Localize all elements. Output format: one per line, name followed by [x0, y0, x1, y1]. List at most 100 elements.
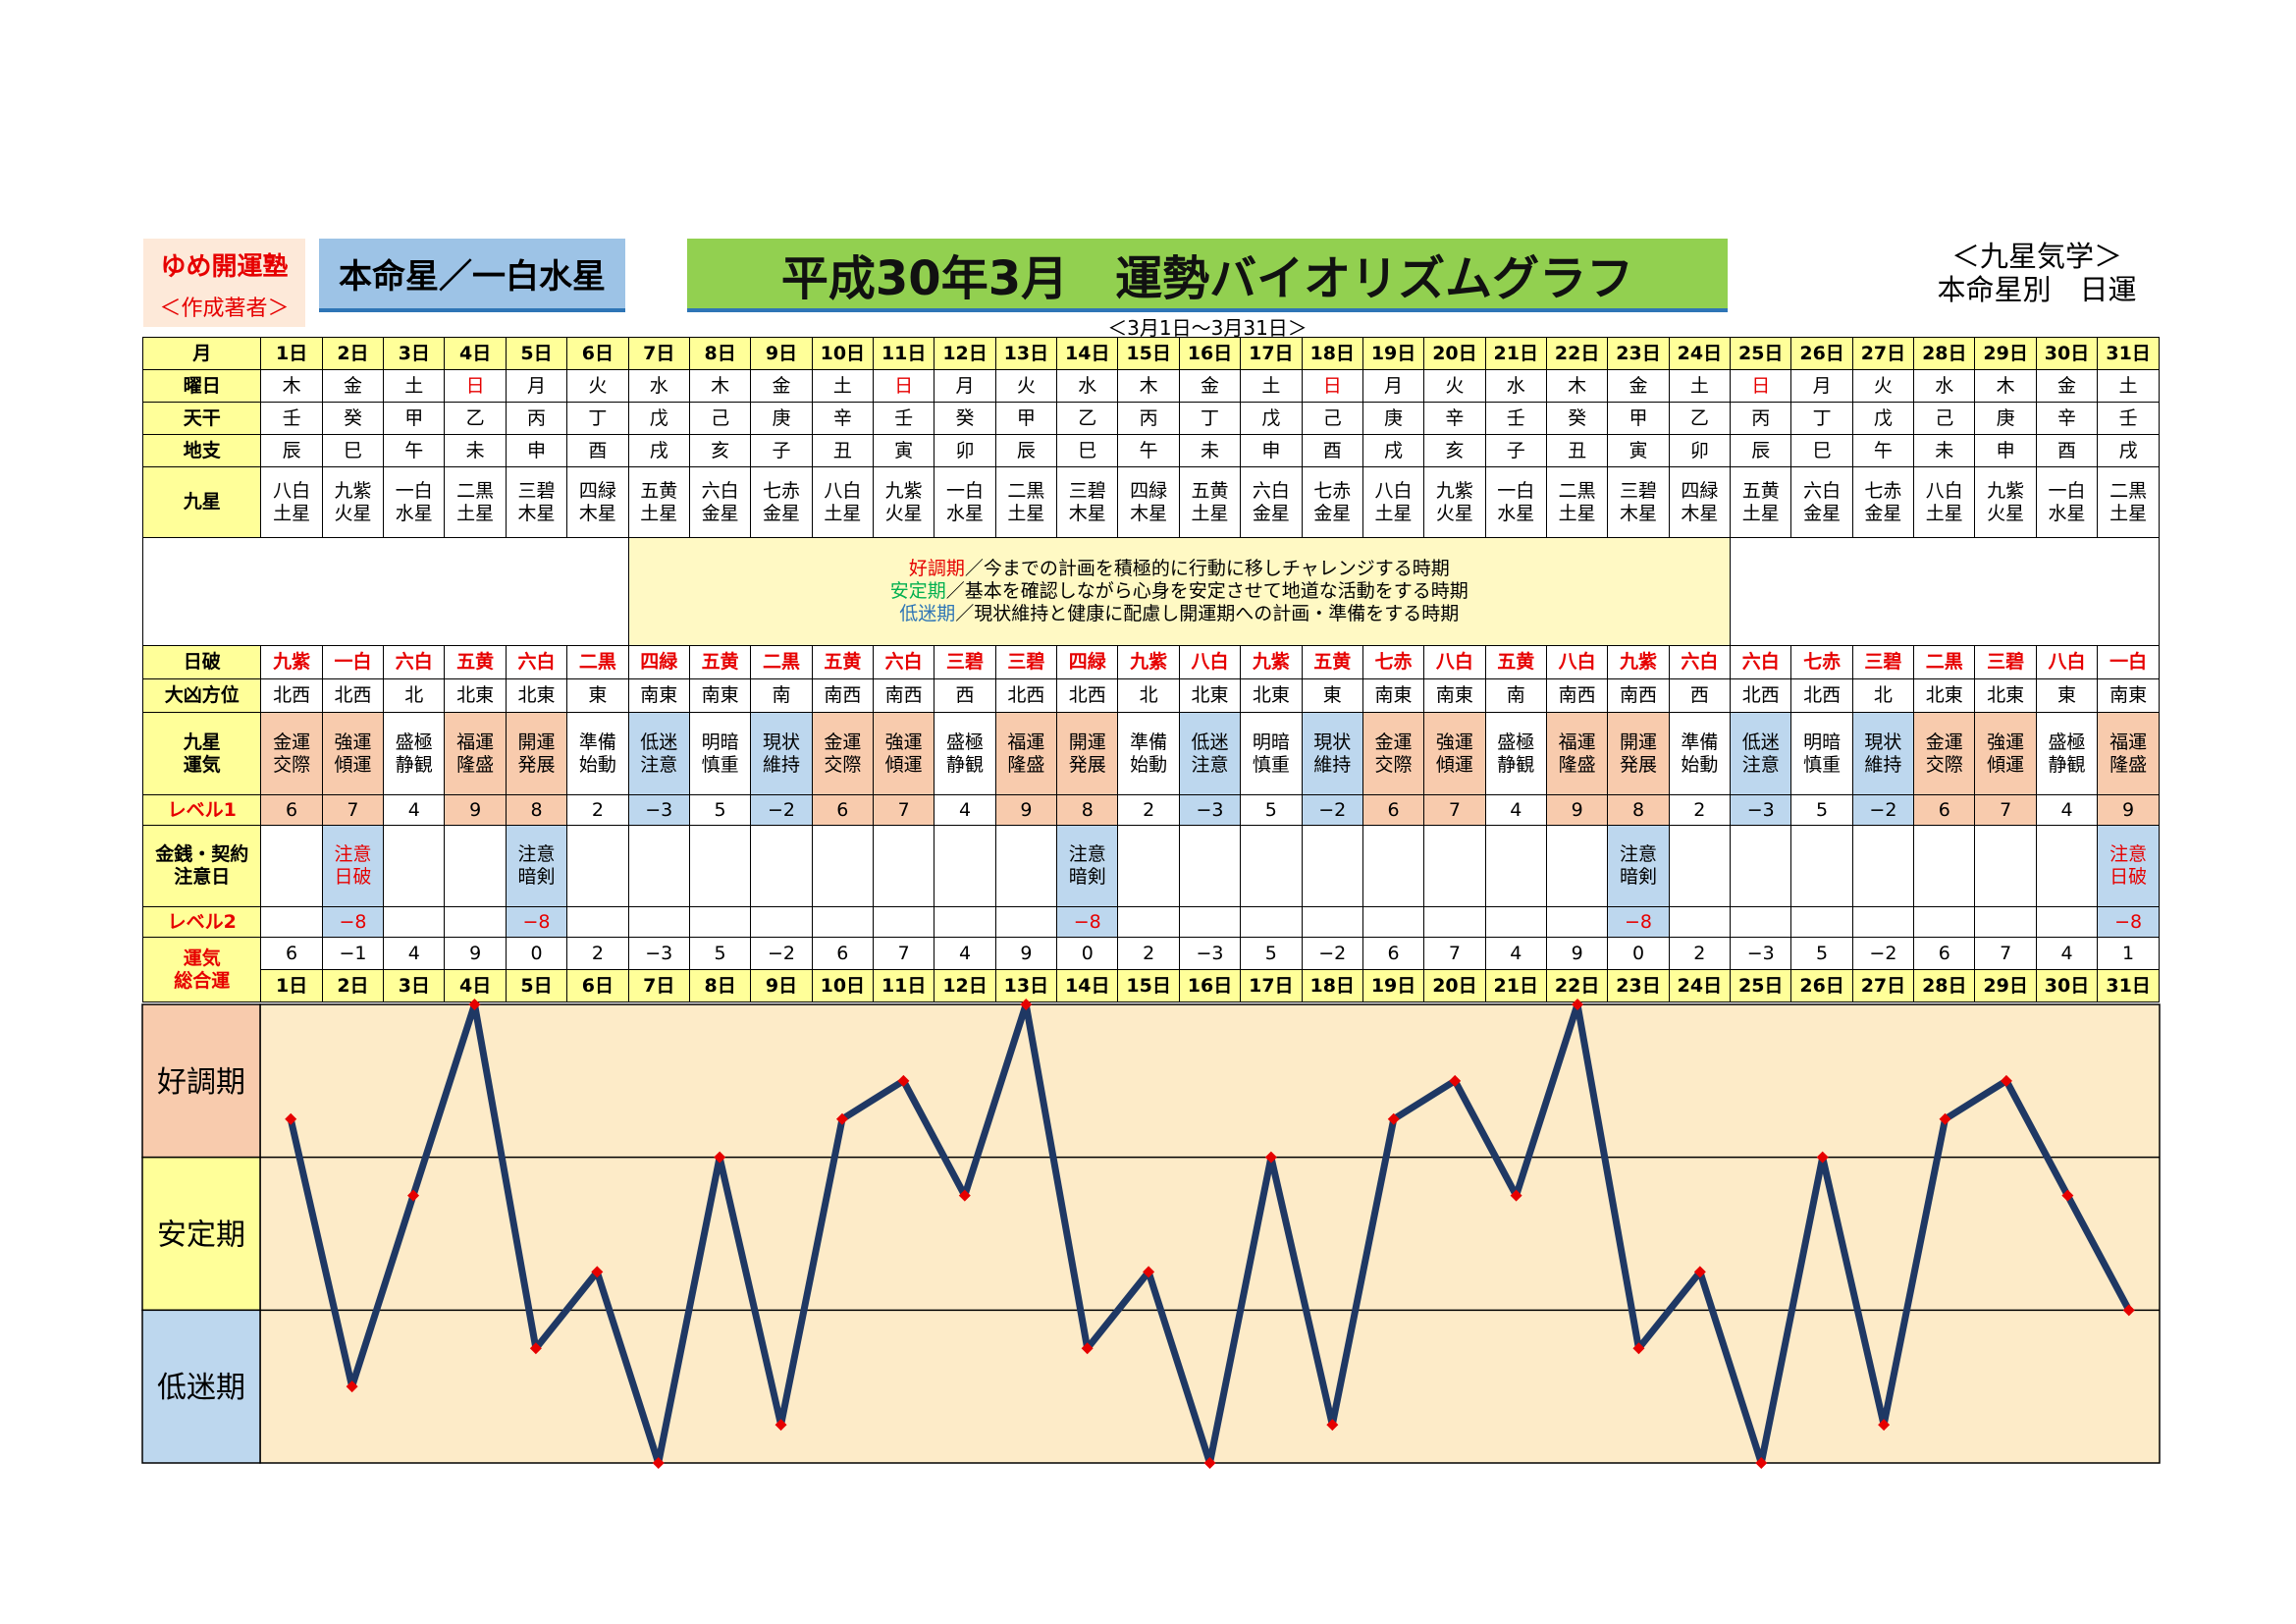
kyusei-cell-line: 五黄 — [640, 479, 678, 502]
day-header: 6日 — [566, 337, 629, 370]
data-point — [1143, 1266, 1155, 1278]
chishi-cell: 辰 — [994, 434, 1058, 467]
label-nippa: 日破 — [141, 645, 262, 679]
kyusei-cell-line: 金星 — [1252, 502, 1290, 524]
kyusei-cell-line: 土星 — [1191, 502, 1229, 524]
kyusei-cell: 八白 土星 — [260, 466, 323, 538]
kyusei-cell: 三碧 木星 — [505, 466, 568, 538]
fortune-table-body: 月 1日 2日 3日 4日 5日 6日 7日 8日 9日 10日 11日 12日 13日 14日 15日 16日… — [141, 337, 2160, 1002]
unki-cell: 盛極 静観 — [383, 712, 446, 795]
total-cell: −2 — [1851, 937, 1915, 970]
unki-cell-line: 隆盛 — [1558, 753, 1596, 776]
kyusei-cell-line: 八白 — [273, 479, 311, 502]
kinsen-cell-line: 暗剣 — [1619, 866, 1657, 888]
kyusei-cell-line: 二黒 — [1007, 479, 1045, 502]
row-days: 月 1日 2日 3日 4日 5日 6日 7日 8日 9日 10日 11日 12日 13日 14日 15日 16日… — [141, 337, 2160, 370]
daikyo-cell: 南西 — [811, 678, 875, 713]
tenkan-cell: 庚 — [1362, 402, 1425, 435]
daikyo-cell: 北西 — [260, 678, 323, 713]
level1-cell: −2 — [750, 794, 813, 826]
unki-cell: 強運 傾運 — [1423, 712, 1486, 795]
kyusei-cell-line: 木星 — [1619, 502, 1657, 524]
daikyo-cell: 南東 — [1362, 678, 1425, 713]
kyusei-cell-line: 水星 — [1497, 502, 1535, 524]
weekday-cell: 月 — [1362, 369, 1425, 403]
level2-cell — [872, 906, 935, 938]
unki-cell-line: 強運 — [1987, 731, 2025, 753]
kyusei-cell-line: 四緑 — [1681, 479, 1719, 502]
total-cell: −2 — [750, 937, 813, 970]
unki-cell: 開運 発展 — [1056, 712, 1119, 795]
chishi-cell: 丑 — [1545, 434, 1609, 467]
total-cell: 6 — [811, 937, 875, 970]
kyusei-cell-line: 金星 — [1313, 502, 1352, 524]
day-header: 8日 — [688, 337, 752, 370]
day-header: 13日 — [994, 337, 1058, 370]
day-footer: 19日 — [1362, 969, 1425, 1002]
nippa-cell: 六白 — [1668, 645, 1732, 679]
kyusei-cell-line: 三碧 — [517, 479, 556, 502]
kyusei-cell-line: 二黒 — [1558, 479, 1596, 502]
unki-cell: 金運 交際 — [1362, 712, 1425, 795]
unki-cell-line: 傾運 — [884, 753, 923, 776]
kyusei-cell-line: 土星 — [1925, 502, 1963, 524]
kinsen-cell-line: 注意 — [1068, 843, 1106, 865]
day-footer: 31日 — [2097, 969, 2160, 1002]
row-kinsen: 金銭・契約 注意日 注意 日破 注意 暗剣 注意 暗剣 注意 暗剣 注意 日破 — [141, 825, 2160, 907]
date-range: ＜3月1日～3月31日＞ — [1107, 316, 1308, 340]
row-kyusei: 九星 八白 土星 九紫 火星 一白 水星 二黒 土星 三碧 木星 四緑 木星 五黄 土星 六白 金星 七赤 金星 八白… — [141, 466, 2160, 538]
total-cell: 7 — [1423, 937, 1486, 970]
legend-box: 好調期／今までの計画を積極的に行動に移しチャレンジする時期 安定期／基本を確認しな… — [627, 537, 1732, 646]
level2-cell — [383, 906, 446, 938]
legend-desc: ／基本を確認しながら心身を安定させて地道な活動をする時期 — [945, 580, 1468, 602]
nippa-cell: 四緑 — [627, 645, 690, 679]
day-footer: 26日 — [1790, 969, 1853, 1002]
data-point — [285, 1112, 297, 1125]
kyusei-cell-line: 七赤 — [1313, 479, 1352, 502]
kyusei-title: ＜九星気学＞ 本命星別 日運 — [1904, 240, 2169, 306]
data-point — [2000, 1074, 2012, 1087]
kyusei-cell-line: 火星 — [334, 502, 372, 524]
level2-cell — [1851, 906, 1915, 938]
chishi-cell: 戌 — [2097, 434, 2160, 467]
level1-cell: 6 — [1913, 794, 1976, 826]
total-cell: 1 — [2097, 937, 2160, 970]
level1-cell: 6 — [1362, 794, 1425, 826]
weekday-cell: 土 — [383, 369, 446, 403]
data-point — [1755, 1457, 1768, 1469]
day-footer: 8日 — [688, 969, 752, 1002]
kinsen-cell — [2035, 825, 2099, 907]
unki-cell-line: 盛極 — [2048, 731, 2086, 753]
band-label: 安定期 — [157, 1218, 245, 1253]
tenkan-cell: 戊 — [627, 402, 690, 435]
band-label-box — [141, 1156, 261, 1312]
label-total: 運気 総合運 — [141, 937, 262, 1002]
unki-cell: 福運 隆盛 — [444, 712, 507, 795]
kyusei-cell-line: 金星 — [1803, 502, 1842, 524]
chishi-cell: 子 — [1484, 434, 1547, 467]
level2-cell — [444, 906, 507, 938]
kyusei-cell-line: 木星 — [1130, 502, 1168, 524]
row-chishi: 地支辰巳午未申酉戌亥子丑寅卯辰巳午未申酉戌亥子丑寅卯辰巳午未申酉戌 — [141, 434, 2160, 467]
level1-cell: 2 — [1668, 794, 1732, 826]
unki-cell-line: 発展 — [1068, 753, 1106, 776]
total-cell: −1 — [321, 937, 385, 970]
daikyo-cell: 北東 — [1974, 678, 2037, 713]
kyusei-cell-line: 金星 — [1864, 502, 1902, 524]
unki-cell-line: 明暗 — [701, 731, 739, 753]
kyusei-cell-line: 土星 — [640, 502, 678, 524]
unki-cell-line: 傾運 — [334, 753, 372, 776]
unki-cell: 金運 交際 — [260, 712, 323, 795]
daikyo-cell: 東 — [566, 678, 629, 713]
chishi-cell: 亥 — [688, 434, 752, 467]
kinsen-cell-line: 注意 — [1619, 843, 1657, 865]
chishi-cell: 亥 — [1423, 434, 1486, 467]
day-header: 18日 — [1301, 337, 1363, 370]
daikyo-cell: 南東 — [1423, 678, 1486, 713]
day-header: 10日 — [811, 337, 875, 370]
tenkan-cell: 庚 — [1974, 402, 2037, 435]
kyusei-cell-line: 水星 — [395, 502, 433, 524]
kyusei-cell: 九紫 火星 — [321, 466, 385, 538]
tenkan-cell: 辛 — [2035, 402, 2099, 435]
